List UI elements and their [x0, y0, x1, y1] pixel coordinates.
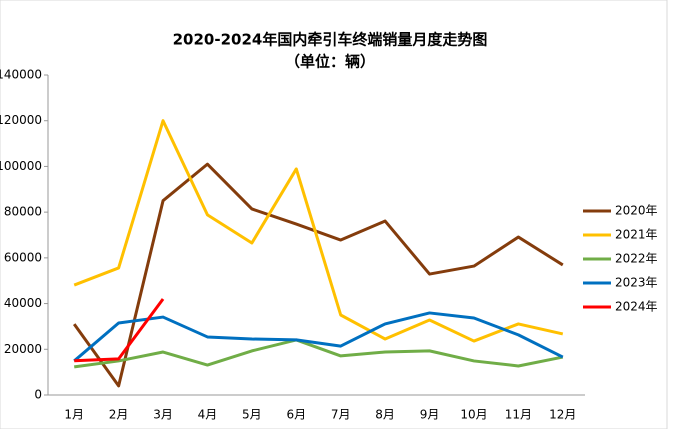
y-tick-label: 0	[34, 388, 42, 402]
legend-label: 2024年	[615, 300, 658, 314]
series-line	[73, 119, 564, 343]
legend-label: 2021年	[615, 228, 658, 242]
x-tick-label: 9月	[420, 408, 440, 422]
legend-label: 2023年	[615, 276, 658, 290]
y-tick-label: 140000	[0, 68, 42, 82]
x-tick-label: 12月	[549, 408, 576, 422]
x-tick-label: 8月	[375, 408, 395, 422]
x-tick-label: 3月	[153, 408, 173, 422]
x-tick-label: 11月	[505, 408, 532, 422]
x-tick-label: 7月	[331, 408, 351, 422]
chart-subtitle: （单位：辆）	[285, 53, 375, 71]
x-tick-label: 10月	[460, 408, 487, 422]
x-tick-label: 2月	[109, 408, 129, 422]
x-tick-label: 4月	[198, 408, 218, 422]
y-tick-label: 20000	[4, 342, 42, 356]
series-line	[74, 338, 564, 369]
legend-label: 2020年	[615, 204, 658, 218]
y-tick-label: 40000	[4, 296, 42, 310]
y-tick-label: 100000	[0, 159, 42, 173]
x-tick-label: 1月	[64, 408, 84, 422]
x-tick-label: 5月	[242, 408, 262, 422]
series-line	[73, 311, 564, 363]
x-tick-label: 6月	[286, 408, 306, 422]
legend-label: 2022年	[615, 252, 658, 266]
y-tick-label: 60000	[4, 250, 42, 264]
chart-title: 2020-2024年国内牵引车终端销量月度走势图	[173, 31, 488, 49]
series-line	[74, 298, 165, 363]
series-line	[72, 162, 564, 388]
y-tick-label: 80000	[4, 205, 42, 219]
y-tick-label: 120000	[0, 113, 42, 127]
